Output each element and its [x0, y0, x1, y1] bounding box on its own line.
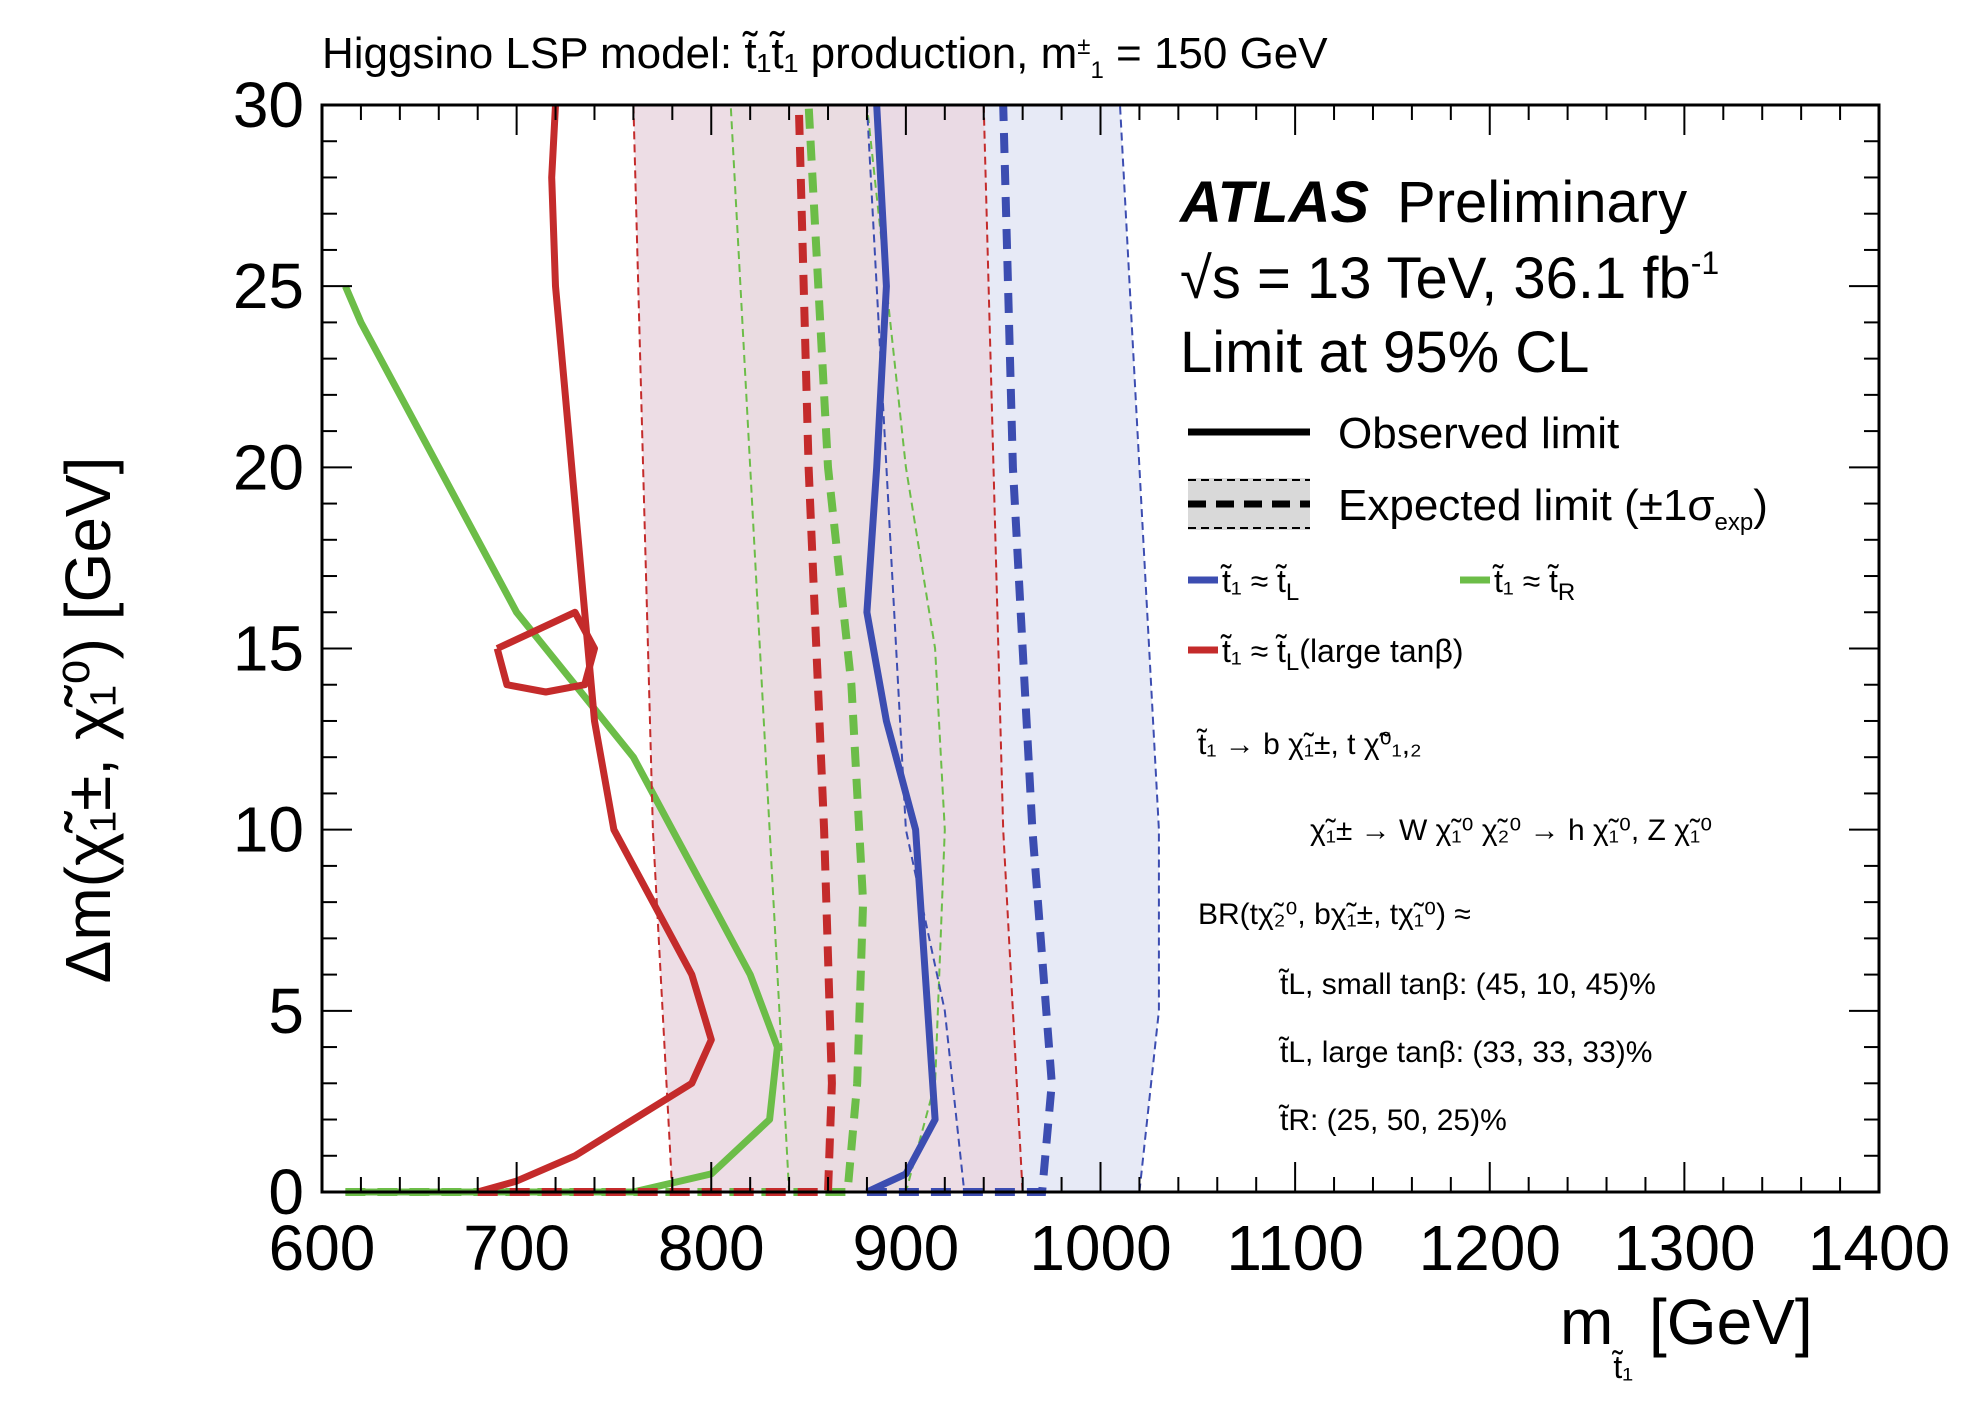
br-line: BR(tχ̃₂⁰, bχ̃₁±, tχ̃₁⁰) ≈ — [1198, 898, 1471, 931]
exclusion-bands — [345, 105, 1159, 1192]
x-tick-label: 1000 — [1029, 1212, 1171, 1284]
legend-blue-label: t̃₁ ≈ t̃L — [1220, 563, 1299, 606]
observed-red — [476, 104, 715, 1196]
axis-ticks — [321, 104, 1880, 1193]
energy-lumi-label: √s = 13 TeV, 36.1 fb-1 — [1180, 245, 1719, 311]
br-tl-large: t̃L, large tanβ: (33, 33, 33)% — [1278, 1036, 1652, 1069]
x-tick-label: 1300 — [1613, 1212, 1755, 1284]
x-tick-label: 700 — [463, 1212, 570, 1284]
expected-green — [345, 104, 868, 1196]
y-tick-label: 15 — [233, 613, 304, 685]
plot-title: Higgsino LSP model: t̃₁t̃₁ production, m… — [322, 29, 1328, 84]
legend-expected-label: Expected limit (±1σexp) — [1338, 481, 1768, 536]
y-tick-label: 0 — [268, 1156, 304, 1228]
cl-label: Limit at 95% CL — [1180, 320, 1589, 385]
legend-red-label: t̃₁ ≈ t̃L(large tanβ) — [1220, 633, 1464, 676]
expected-up-red — [477, 104, 1024, 1193]
legend-green-label: t̃₁ ≈ t̃R — [1492, 563, 1575, 606]
y-tick-label: 20 — [233, 431, 304, 503]
x-tick-label: 1100 — [1226, 1212, 1364, 1284]
br-tl-small: t̃L, small tanβ: (45, 10, 45)% — [1278, 968, 1656, 1001]
x-tick-labels: 600 700 800 900 1000 1100 1200 1300 1400 — [269, 1212, 1951, 1284]
observed-blue — [863, 104, 939, 1196]
decay-line-2: χ̃₁± → W χ̃₁⁰ χ̃₂⁰ → h χ̃₁⁰, Z χ̃₁⁰ — [1310, 814, 1712, 847]
br-tr: t̃R: (25, 50, 25)% — [1278, 1104, 1507, 1137]
x-tick-label: 1200 — [1419, 1212, 1561, 1284]
decay-line-1: t̃₁ → b χ̃₁±, t χ̃⁰₁,₂ — [1196, 728, 1422, 761]
y-tick-label: 10 — [233, 794, 304, 866]
y-tick-labels: 0 5 10 15 20 25 30 — [233, 69, 304, 1228]
legend-observed-label: Observed limit — [1338, 409, 1619, 458]
legend: Observed limit Expected limit (±1σexp) t… — [1188, 409, 1768, 676]
x-tick-label: 600 — [269, 1212, 376, 1284]
y-axis-label: Δm(χ̃₁±, χ̃₁⁰) [GeV] — [52, 457, 124, 984]
x-axis-label: mt̃₁[GeV] — [1560, 1286, 1813, 1385]
observed-island-red — [493, 608, 598, 696]
y-tick-label: 25 — [233, 250, 304, 322]
x-tick-label: 1400 — [1808, 1212, 1950, 1284]
atlas-label: ATLAS Preliminary — [1178, 170, 1687, 235]
y-tick-label: 5 — [268, 975, 304, 1047]
x-tick-label: 800 — [658, 1212, 765, 1284]
y-tick-label: 30 — [233, 69, 304, 141]
x-tick-label: 900 — [852, 1212, 959, 1284]
band-red — [477, 105, 1023, 1192]
